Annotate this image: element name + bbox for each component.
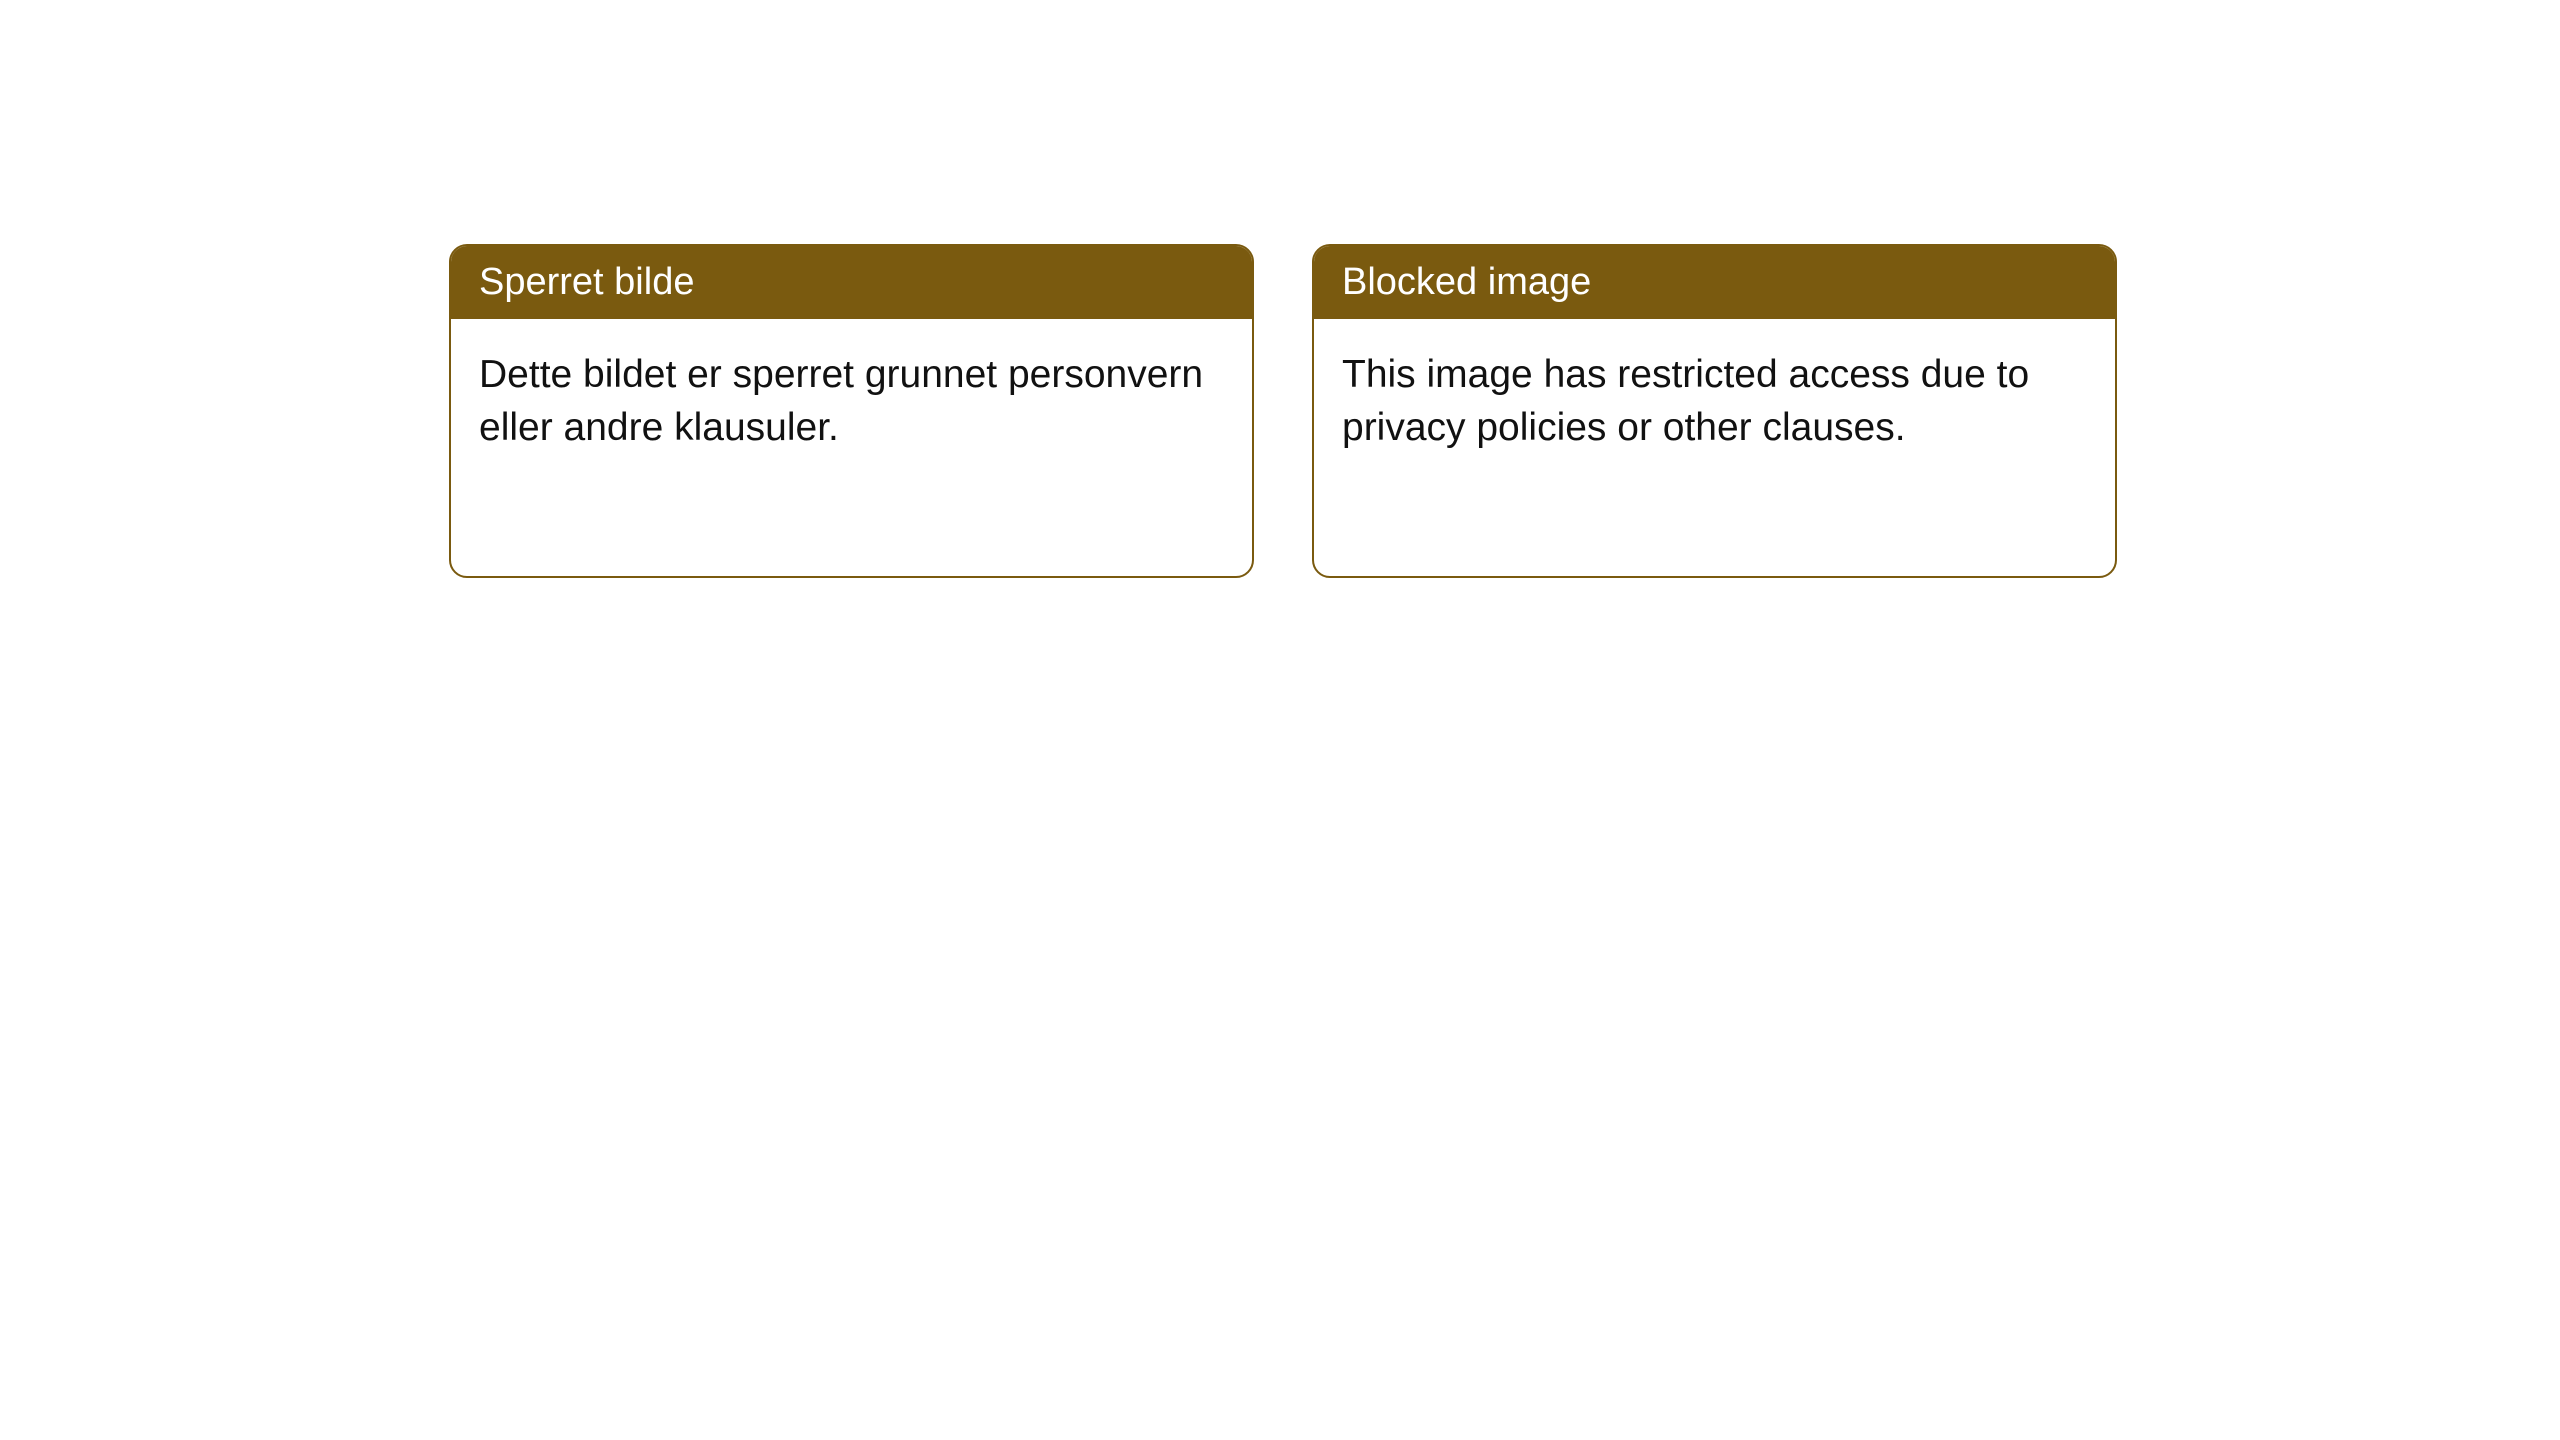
notice-card-english: Blocked image This image has restricted … — [1312, 244, 2117, 578]
notice-container: Sperret bilde Dette bildet er sperret gr… — [449, 244, 2117, 578]
notice-card-norwegian: Sperret bilde Dette bildet er sperret gr… — [449, 244, 1254, 578]
notice-body-norwegian: Dette bildet er sperret grunnet personve… — [451, 319, 1252, 484]
notice-header-english: Blocked image — [1314, 246, 2115, 319]
notice-header-norwegian: Sperret bilde — [451, 246, 1252, 319]
notice-body-english: This image has restricted access due to … — [1314, 319, 2115, 484]
